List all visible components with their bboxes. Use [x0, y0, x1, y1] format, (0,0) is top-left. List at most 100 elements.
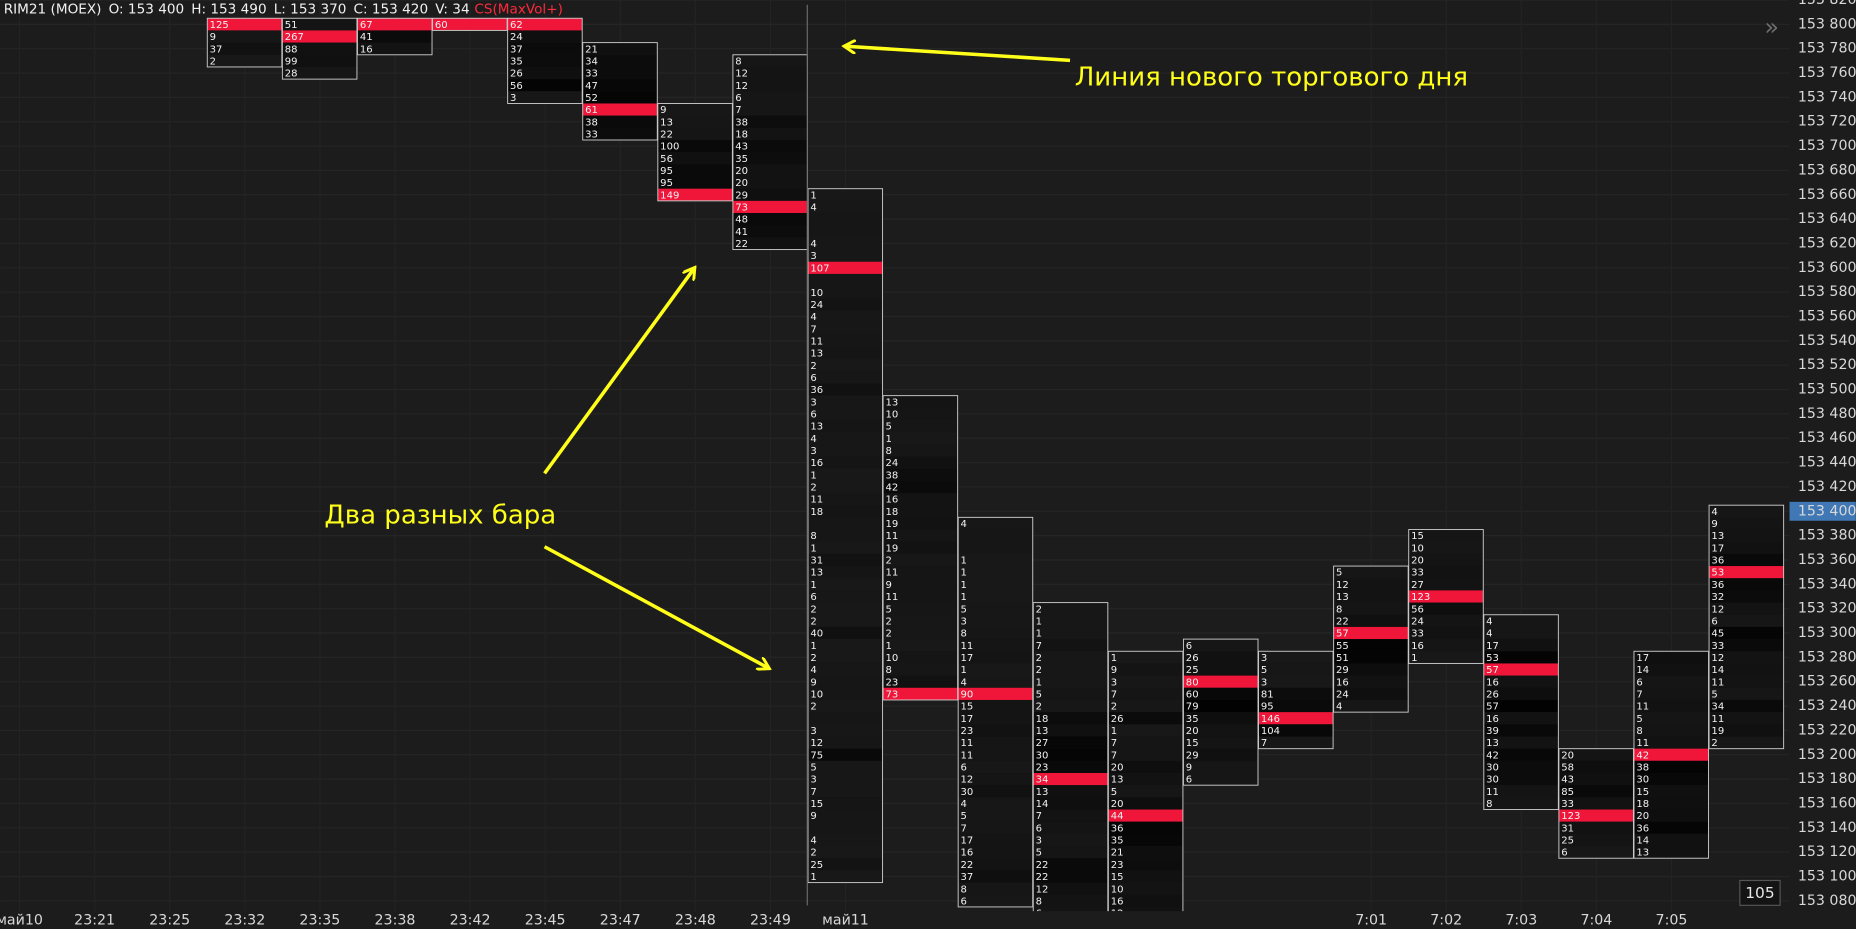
volume-cell: [1483, 748, 1559, 761]
volume-cell: [807, 846, 883, 859]
volume-cell: [1108, 809, 1183, 822]
expand-button[interactable]: »: [1765, 13, 1779, 41]
volume-cell: [1709, 541, 1784, 554]
volume-cell: [732, 127, 808, 140]
volume-cell: [1333, 687, 1409, 700]
volume-cell: [1108, 797, 1183, 810]
volume-label: 7: [810, 324, 816, 335]
volume-label: 4: [810, 239, 816, 250]
volume-cell: [807, 480, 883, 494]
volume-label: 26: [1111, 714, 1124, 725]
volume-cell: [1558, 773, 1634, 786]
cluster-box: [432, 17, 508, 31]
volume-label: 18: [1036, 714, 1049, 725]
volume-label: 2: [810, 616, 816, 627]
volume-cell: [1633, 797, 1709, 810]
volume-label: 12: [1111, 909, 1124, 920]
volume-label: 19: [885, 519, 898, 530]
volume-label: 30: [1636, 775, 1649, 786]
volume-label: 37: [961, 872, 974, 883]
volume-label: 3: [1261, 677, 1267, 688]
volume-cell: [1258, 699, 1334, 713]
volume-label: 21: [585, 44, 598, 55]
volume-label: 38: [1636, 763, 1649, 774]
volume-cell: [1558, 833, 1634, 847]
volume-cell: [732, 66, 808, 80]
volume-cell: [507, 18, 583, 31]
volume-cell: [1633, 724, 1709, 737]
x-tick-label: 23:47: [600, 913, 641, 929]
volume-cell: [807, 870, 883, 883]
volume-label: 6: [1636, 677, 1642, 688]
volume-label: 21: [1111, 848, 1124, 859]
volume-cell: [1333, 602, 1409, 615]
cluster-box: [356, 17, 433, 56]
volume-label: 2: [1111, 702, 1117, 713]
volume-label: 1: [961, 568, 967, 579]
volume-label: 6: [810, 409, 816, 420]
volume-cell: [1483, 639, 1559, 652]
volume-label: 30: [1486, 763, 1499, 774]
volume-label: 36: [1711, 556, 1724, 567]
volume-cell: [1258, 675, 1334, 688]
volume-cell: [807, 371, 883, 384]
y-tick-label: 153 800: [1798, 16, 1856, 32]
volume-label: 33: [1411, 629, 1424, 640]
volume-cell: [1108, 846, 1183, 859]
cluster-box: [807, 188, 884, 884]
volume-cell: [1633, 748, 1709, 761]
volume-label: 16: [360, 44, 373, 55]
volume-cell: [1333, 675, 1409, 688]
volume-cell: [883, 456, 958, 469]
volume-label: 7: [1036, 641, 1042, 652]
volume-label: 6: [961, 763, 967, 774]
volume-cell: [1483, 760, 1559, 774]
volume-label: 12: [1711, 604, 1724, 615]
volume-cell: [807, 626, 883, 640]
y-tick-label: 153 640: [1798, 211, 1856, 227]
volume-cell: [958, 736, 1033, 749]
volume-label: 9: [210, 32, 216, 43]
volume-label: 17: [1636, 653, 1649, 664]
volume-cell: [807, 286, 883, 299]
volume-cell: [732, 54, 808, 67]
volume-cell: [507, 42, 583, 55]
volume-label: 36: [1111, 823, 1124, 834]
volume-cell: [883, 444, 958, 457]
volume-cell: [1633, 651, 1709, 664]
volume-cell: [883, 602, 958, 615]
volume-label: 30: [961, 787, 974, 798]
volume-label: 13: [1486, 738, 1499, 749]
volume-cell: [1108, 687, 1183, 700]
volume-label: 1: [810, 543, 816, 554]
volume-cell: [507, 66, 583, 80]
x-tick-label: 7:03: [1505, 913, 1537, 929]
y-tick-label: 153 720: [1798, 114, 1856, 130]
volume-cell: [1558, 797, 1634, 810]
volume-label: 15: [961, 702, 974, 713]
cluster-box: [1708, 504, 1785, 750]
volume-label: 13: [1036, 726, 1049, 737]
volume-label: 7: [735, 105, 741, 116]
volume-label: 41: [360, 32, 373, 43]
volume-cell: [1108, 736, 1183, 749]
volume-cell: [1033, 724, 1108, 737]
volume-cell: [357, 42, 433, 55]
volume-label: 3: [1111, 677, 1117, 688]
volume-cell: [732, 164, 808, 177]
volume-cell: [732, 176, 808, 189]
y-tick-label: 153 220: [1798, 722, 1856, 738]
volume-cell: [1709, 590, 1784, 603]
volume-cell: [1108, 663, 1183, 676]
volume-label: 5: [885, 422, 891, 433]
volume-label: 18: [735, 129, 748, 140]
volume-cell: [958, 614, 1033, 627]
volume-cell: [883, 553, 958, 567]
volume-label: 26: [510, 69, 523, 80]
volume-cell: [958, 748, 1033, 761]
volume-cell: [958, 882, 1033, 895]
volume-cell: [1558, 821, 1634, 834]
volume-label: 53: [1486, 653, 1499, 664]
